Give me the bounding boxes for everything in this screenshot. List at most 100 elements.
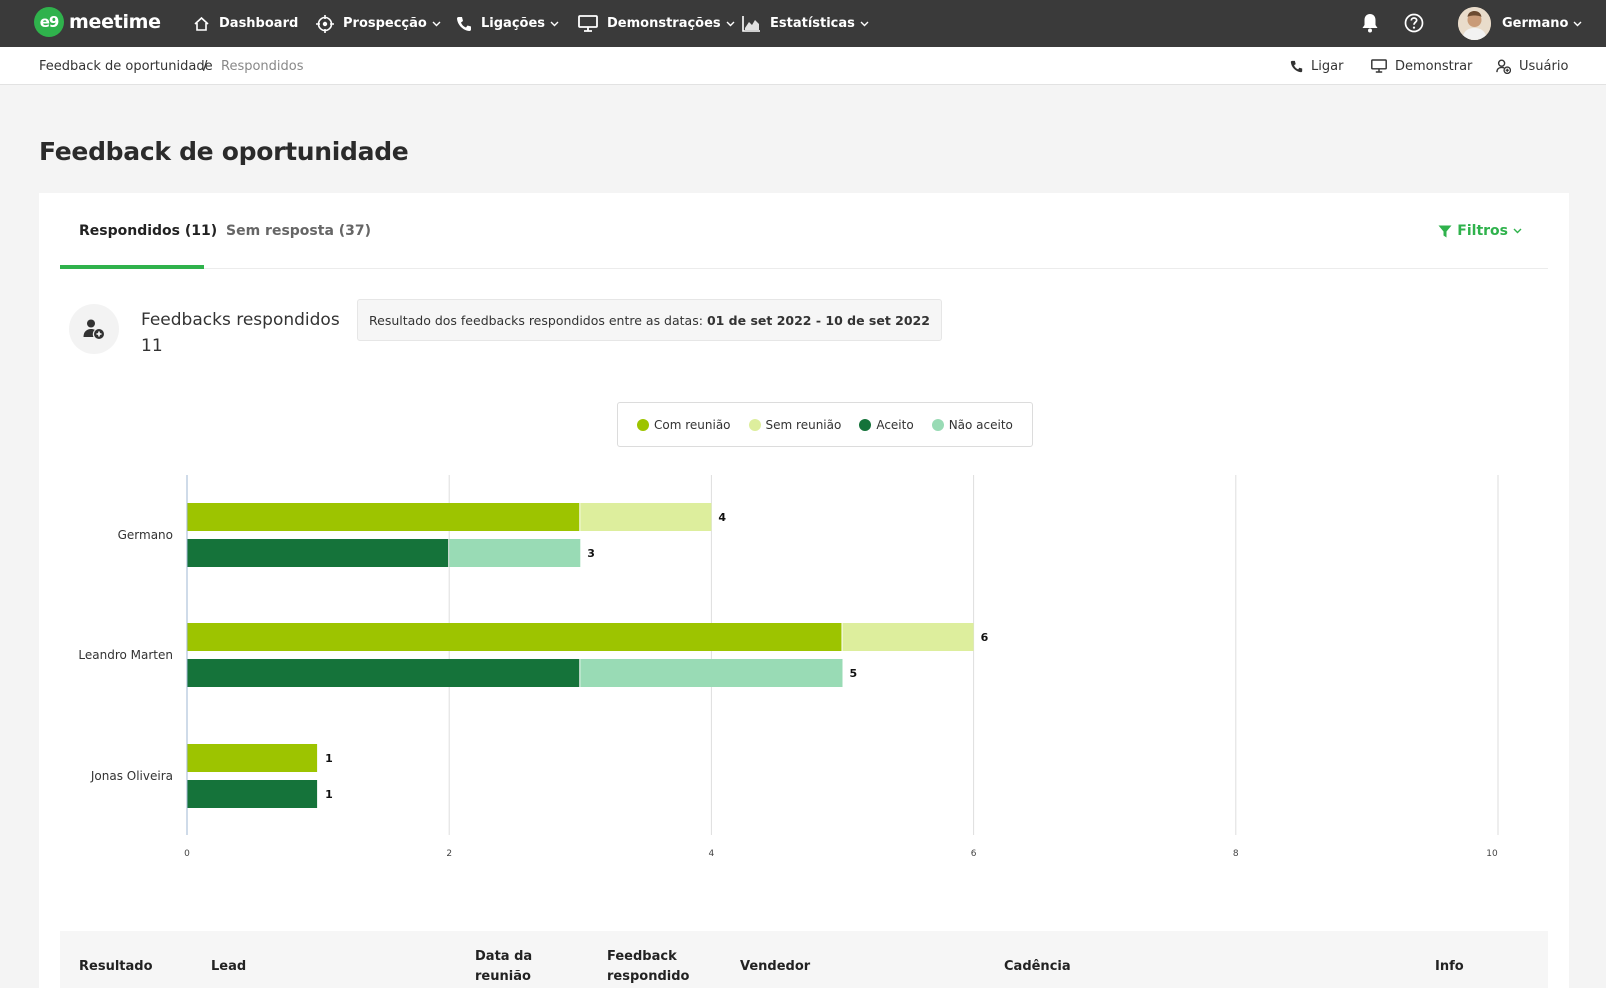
bar-segment <box>187 780 318 808</box>
bar-segment <box>580 659 843 687</box>
demo-button-label: Demonstrar <box>1395 58 1473 74</box>
tab-respondidos[interactable]: Respondidos (11) <box>79 223 218 239</box>
bar-segment <box>187 539 449 567</box>
breadcrumb-bar: Feedback de oportunidade / Respondidos L… <box>0 47 1606 85</box>
legend-label: Aceito <box>876 417 914 432</box>
bar-total-label: 6 <box>981 631 989 644</box>
category-label: Jonas Oliveira <box>90 769 173 783</box>
bar-segment <box>187 503 580 531</box>
nav-prospeccao-label: Prospecção <box>343 16 427 31</box>
nav-prospeccao[interactable]: Prospecção <box>316 0 441 47</box>
chart-icon <box>742 16 760 32</box>
table-header: Resultado Lead Data da reunião Feedback … <box>60 931 1548 988</box>
nav-estatisticas-label: Estatísticas <box>770 16 855 31</box>
x-tick-label: 4 <box>709 849 715 859</box>
col-header-info[interactable]: Info <box>1435 959 1464 974</box>
legend-aceito[interactable]: Aceito <box>859 417 914 432</box>
col-header-feedback[interactable]: Feedback respondido <box>607 949 690 984</box>
bar-total-label: 3 <box>587 547 595 560</box>
breadcrumb-separator: / <box>203 58 208 74</box>
user-menu[interactable]: Germano <box>1502 0 1582 47</box>
logo-mark: e9 <box>34 7 64 37</box>
category-label: Germano <box>118 528 173 542</box>
col-header-lead[interactable]: Lead <box>211 959 247 974</box>
stat-value: 11 <box>141 336 163 356</box>
filters-button[interactable]: Filtros <box>1438 193 1527 269</box>
top-navbar: e9 meetime Dashboard Prospecção Ligações… <box>0 0 1606 47</box>
legend-swatch <box>748 418 761 431</box>
phone-icon <box>457 16 471 31</box>
filter-icon <box>1438 225 1452 237</box>
user-button-label: Usuário <box>1519 58 1569 74</box>
user-button[interactable]: Usuário <box>1496 47 1568 85</box>
active-tab-indicator <box>60 265 204 269</box>
bar-total-label: 4 <box>718 511 726 524</box>
home-icon <box>194 16 209 31</box>
page-title: Feedback de oportunidade <box>39 137 409 166</box>
legend-swatch <box>637 418 649 431</box>
bar-total-label: 1 <box>325 788 333 801</box>
tab-bar: Respondidos (11) Sem resposta (37) Filtr… <box>60 193 1548 269</box>
legend-sem-reuniao[interactable]: Sem reunião <box>748 418 841 432</box>
legend-com-reuniao[interactable]: Com reunião <box>637 418 731 432</box>
logo-text: meetime <box>69 11 161 33</box>
user-add-icon <box>1496 59 1511 74</box>
bar-segment <box>449 539 581 567</box>
phone-icon <box>1290 60 1303 72</box>
tab-sem-resposta[interactable]: Sem resposta (37) <box>226 223 372 239</box>
chevron-down-icon <box>860 21 869 26</box>
chevron-down-icon <box>550 21 559 26</box>
help-icon[interactable] <box>1402 11 1426 35</box>
col-header-vendedor[interactable]: Vendedor <box>740 959 811 974</box>
legend-nao-aceito[interactable]: Não aceito <box>931 417 1013 432</box>
demo-button[interactable]: Demonstrar <box>1371 47 1472 85</box>
breadcrumb-parent[interactable]: Feedback de oportunidade <box>39 58 213 74</box>
legend-label: Não aceito <box>948 417 1013 432</box>
nav-ligacoes-label: Ligações <box>481 16 546 31</box>
bar-total-label: 5 <box>850 667 858 680</box>
x-tick-label: 0 <box>184 849 190 859</box>
nav-demonstracoes[interactable]: Demonstrações <box>578 0 735 47</box>
legend-swatch <box>859 418 872 431</box>
target-icon <box>316 14 334 33</box>
user-add-icon <box>69 304 119 354</box>
nav-dashboard[interactable]: Dashboard <box>193 0 298 47</box>
breadcrumb-current: Respondidos <box>221 58 304 74</box>
feedback-bar-chart: 0 2 4 6 8 10 Germano 4 3 Leandro Marten 6 5 Jonas Ol… <box>78 475 1499 859</box>
col-header-data-reuniao[interactable]: Data da reunião <box>475 949 533 984</box>
date-range-value: 01 de set 2022 - 10 de set 2022 <box>706 312 930 328</box>
bar-segment <box>580 503 712 531</box>
chevron-down-icon <box>1513 228 1522 234</box>
bar-total-label: 1 <box>325 752 333 765</box>
x-tick-label: 8 <box>1233 849 1239 859</box>
legend-label: Com reunião <box>654 417 731 432</box>
category-label: Leandro Marten <box>78 648 173 662</box>
bell-icon[interactable] <box>1358 11 1382 35</box>
nav-demonstracoes-label: Demonstrações <box>607 16 721 31</box>
call-button[interactable]: Ligar <box>1290 47 1343 85</box>
col-header-cadencia[interactable]: Cadência <box>1004 959 1071 974</box>
chevron-down-icon <box>726 21 735 26</box>
meetime-logo[interactable]: e9 meetime <box>34 7 161 37</box>
monitor-icon <box>1371 59 1387 73</box>
bar-segment <box>187 659 580 687</box>
chart-legend: Com reunião Sem reunião Aceito Não aceit… <box>617 402 1033 447</box>
feedback-card: Respondidos (11) Sem resposta (37) Filtr… <box>39 193 1569 988</box>
bar-segment <box>842 623 974 651</box>
call-button-label: Ligar <box>1311 58 1344 74</box>
chevron-down-icon <box>432 21 441 26</box>
date-range-info: Resultado dos feedbacks respondidos entr… <box>357 299 942 341</box>
monitor-icon <box>578 15 598 32</box>
nav-ligacoes[interactable]: Ligações <box>456 0 559 47</box>
filters-label: Filtros <box>1457 223 1508 239</box>
col-header-resultado[interactable]: Resultado <box>79 959 153 974</box>
nav-estatisticas[interactable]: Estatísticas <box>742 0 869 47</box>
date-range-text: Resultado dos feedbacks respondidos entr… <box>369 312 703 328</box>
chevron-down-icon <box>1573 21 1582 26</box>
bar-segment <box>187 623 842 651</box>
user-name-label: Germano <box>1502 16 1569 31</box>
x-tick-label: 2 <box>446 849 452 859</box>
avatar[interactable] <box>1458 7 1491 40</box>
legend-swatch <box>931 418 944 431</box>
nav-dashboard-label: Dashboard <box>219 16 299 31</box>
